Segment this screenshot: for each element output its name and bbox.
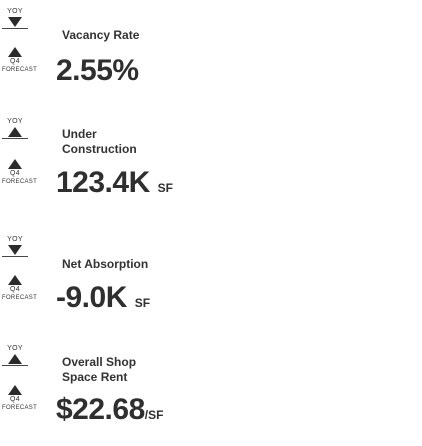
yoy-label: YOY (7, 236, 23, 243)
forecast-label: FORECAST (2, 295, 38, 301)
arrow-up-icon (8, 275, 22, 285)
metric-number: $22.68 (56, 393, 145, 426)
yoy-label: YOY (7, 118, 23, 125)
metric-number: 2.55% (56, 54, 139, 87)
yoy-label: YOY (7, 345, 23, 352)
divider (2, 365, 28, 366)
arrow-up-icon (8, 159, 22, 169)
forecast-label: FORECAST (2, 405, 38, 411)
metric-title-line1: Overall Shop (62, 355, 137, 369)
forecast-label: FORECAST (2, 67, 38, 73)
metric-value: $22.68/SF (56, 393, 163, 427)
forecast-indicator: Q4 FORECAST (2, 384, 38, 412)
arrow-up-icon (8, 354, 22, 364)
divider (2, 138, 28, 139)
metric-title: Under Construction (62, 127, 137, 157)
arrow-up-icon (8, 47, 22, 57)
metric-unit: SF (134, 296, 151, 310)
arrow-down-icon (8, 17, 22, 27)
metric-title: Net Absorption (62, 257, 149, 271)
arrow-up-icon (8, 127, 22, 137)
forecast-indicator: Q4 FORECAST (2, 46, 38, 74)
yoy-indicator: YOY (2, 236, 28, 258)
metric-title: Overall Shop Space Rent (62, 355, 136, 385)
forecast-quarter: Q4 (10, 396, 20, 403)
metric-title-line1: Under (62, 127, 97, 141)
yoy-indicator: YOY (2, 118, 28, 140)
metric-title-line2: Space Rent (62, 370, 128, 384)
forecast-quarter: Q4 (10, 170, 20, 177)
arrow-down-icon (8, 245, 22, 255)
divider (2, 28, 28, 29)
yoy-label: YOY (7, 8, 23, 15)
forecast-label: FORECAST (2, 179, 38, 185)
metric-title: Vacancy Rate (62, 28, 140, 42)
arrow-up-icon (8, 385, 22, 395)
metric-unit: /SF (144, 408, 164, 422)
forecast-quarter: Q4 (10, 286, 20, 293)
forecast-indicator: Q4 FORECAST (2, 158, 38, 186)
metric-number: -9.0K (56, 281, 127, 314)
metric-value: 123.4K SF (56, 166, 173, 200)
forecast-indicator: Q4 FORECAST (2, 274, 38, 302)
metric-value: 2.55% (56, 54, 139, 88)
forecast-quarter: Q4 (10, 58, 20, 65)
yoy-indicator: YOY (2, 8, 28, 30)
yoy-indicator: YOY (2, 345, 28, 367)
metric-unit: SF (157, 181, 173, 195)
metric-title-line2: Construction (62, 142, 137, 156)
divider (2, 256, 28, 257)
metric-value: -9.0K SF (56, 281, 150, 315)
metric-number: 123.4K (56, 166, 150, 199)
